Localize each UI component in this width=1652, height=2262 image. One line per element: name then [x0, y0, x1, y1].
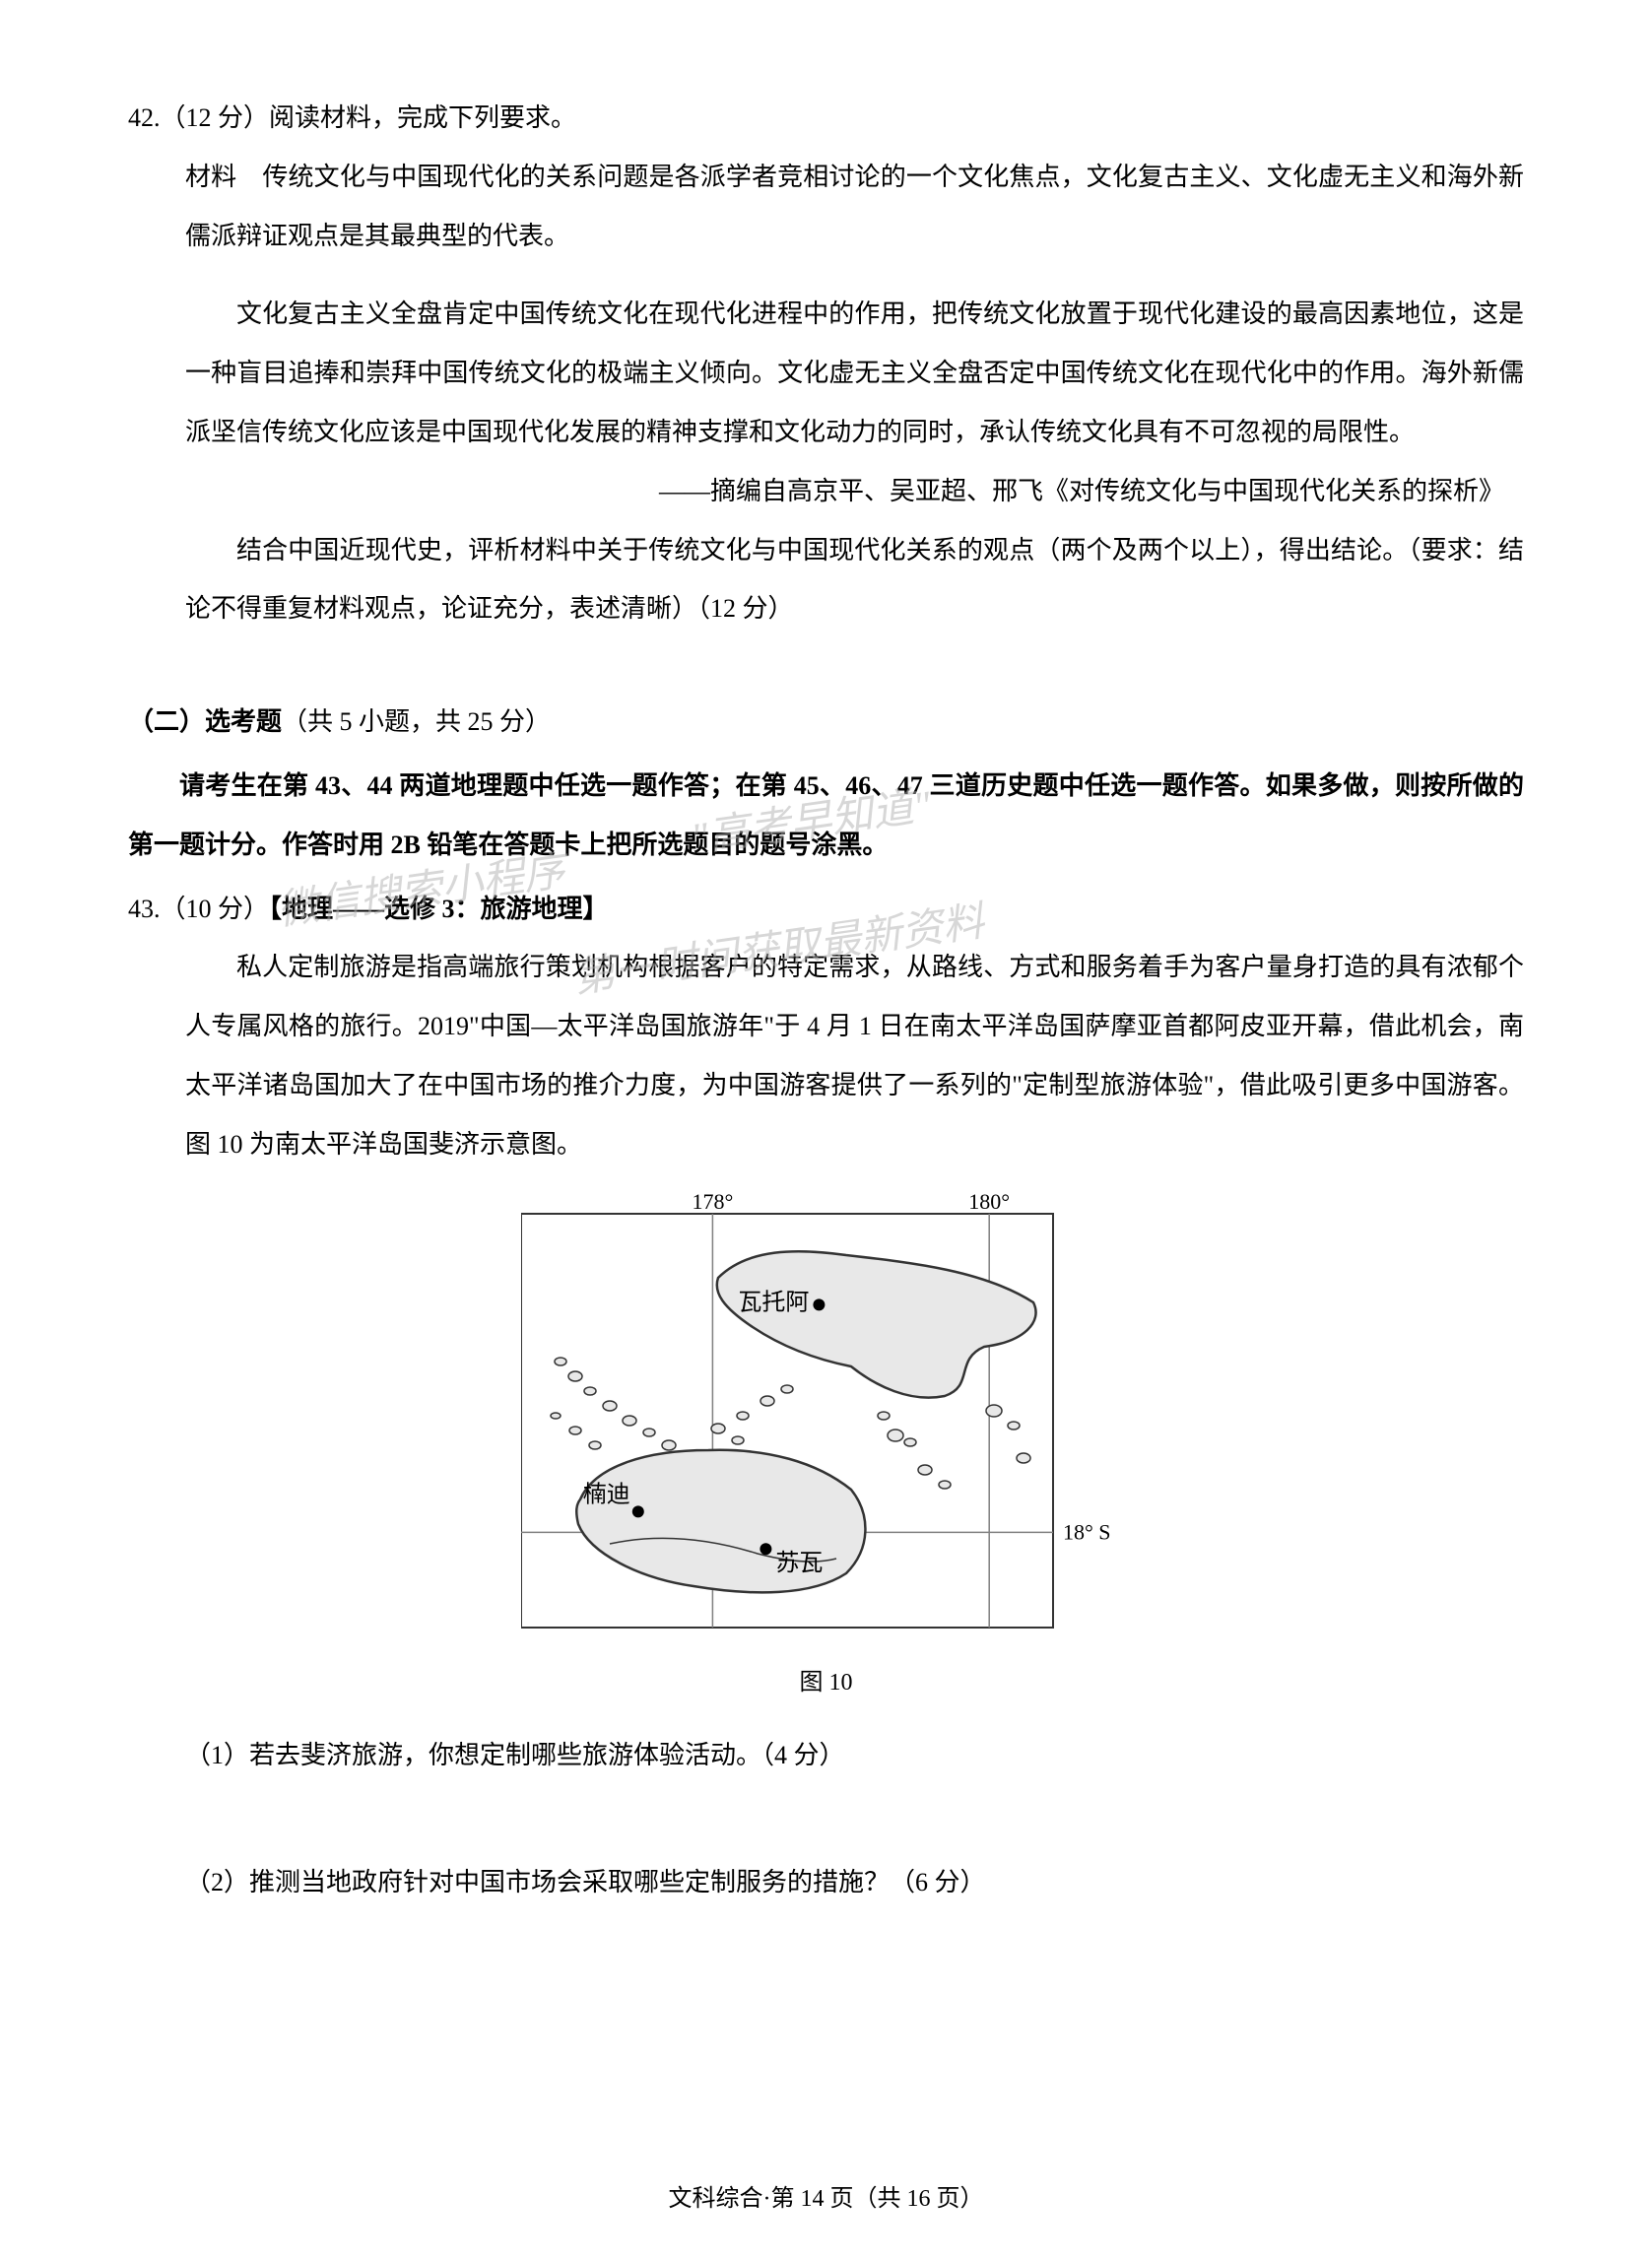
- q42-para2: 文化复古主义全盘肯定中国传统文化在现代化进程中的作用，把传统文化放置于现代化建设…: [128, 285, 1524, 461]
- svg-text:178°: 178°: [692, 1194, 733, 1214]
- map-figure: 178° 180° 18° S 瓦托阿楠迪苏瓦 图 10: [128, 1194, 1524, 1696]
- svg-text:楠迪: 楠迪: [582, 1481, 629, 1507]
- q43-heading: 43.（10 分）【地理——选修 3：旅游地理】: [128, 880, 1524, 939]
- svg-text:瓦托阿: 瓦托阿: [738, 1289, 809, 1315]
- question-42: 42.（12 分）阅读材料，完成下列要求。 材料 传统文化与中国现代化的关系问题…: [128, 89, 1524, 638]
- q42-task: 结合中国近现代史，评析材料中关于传统文化与中国现代化关系的观点（两个及两个以上）…: [128, 521, 1524, 639]
- q42-source: ——摘编自高京平、吴亚超、邢飞《对传统文化与中国现代化关系的探析》: [128, 462, 1524, 521]
- q43-number: 43.（10 分）: [128, 895, 269, 923]
- question-43: 43.（10 分）【地理——选修 3：旅游地理】 私人定制旅游是指高端旅行策划机…: [128, 880, 1524, 1913]
- svg-text:180°: 180°: [968, 1194, 1010, 1214]
- section-2-instruction: 请考生在第 43、44 两道地理题中任选一题作答；在第 45、46、47 三道历…: [128, 757, 1524, 875]
- svg-text:18° S: 18° S: [1063, 1519, 1111, 1544]
- section-2-title-normal: （共 5 小题，共 25 分）: [282, 707, 551, 736]
- q43-label: 【地理——选修 3：旅游地理】: [269, 895, 609, 923]
- q43-para1: 私人定制旅游是指高端旅行策划机构根据客户的特定需求，从路线、方式和服务着手为客户…: [128, 938, 1524, 1173]
- section-2-title-bold: （二）选考题: [128, 707, 282, 736]
- q43-sub2: （2）推测当地政府针对中国市场会采取哪些定制服务的措施？（6 分）: [128, 1853, 1524, 1912]
- q42-para1: 材料 传统文化与中国现代化的关系问题是各派学者竞相讨论的一个文化焦点，文化复古主…: [128, 148, 1524, 266]
- page-footer: 文科综合·第 14 页（共 16 页）: [0, 2178, 1652, 2213]
- fiji-map-svg: 178° 180° 18° S 瓦托阿楠迪苏瓦: [521, 1194, 1132, 1647]
- q43-sub1: （1）若去斐济旅游，你想定制哪些旅游体验活动。（4 分）: [128, 1726, 1524, 1785]
- q42-number: 42.（12 分）阅读材料，完成下列要求。: [128, 89, 1524, 148]
- map-caption: 图 10: [128, 1662, 1524, 1696]
- section-2-header: （二）选考题（共 5 小题，共 25 分）: [128, 693, 1524, 752]
- svg-text:苏瓦: 苏瓦: [775, 1550, 823, 1576]
